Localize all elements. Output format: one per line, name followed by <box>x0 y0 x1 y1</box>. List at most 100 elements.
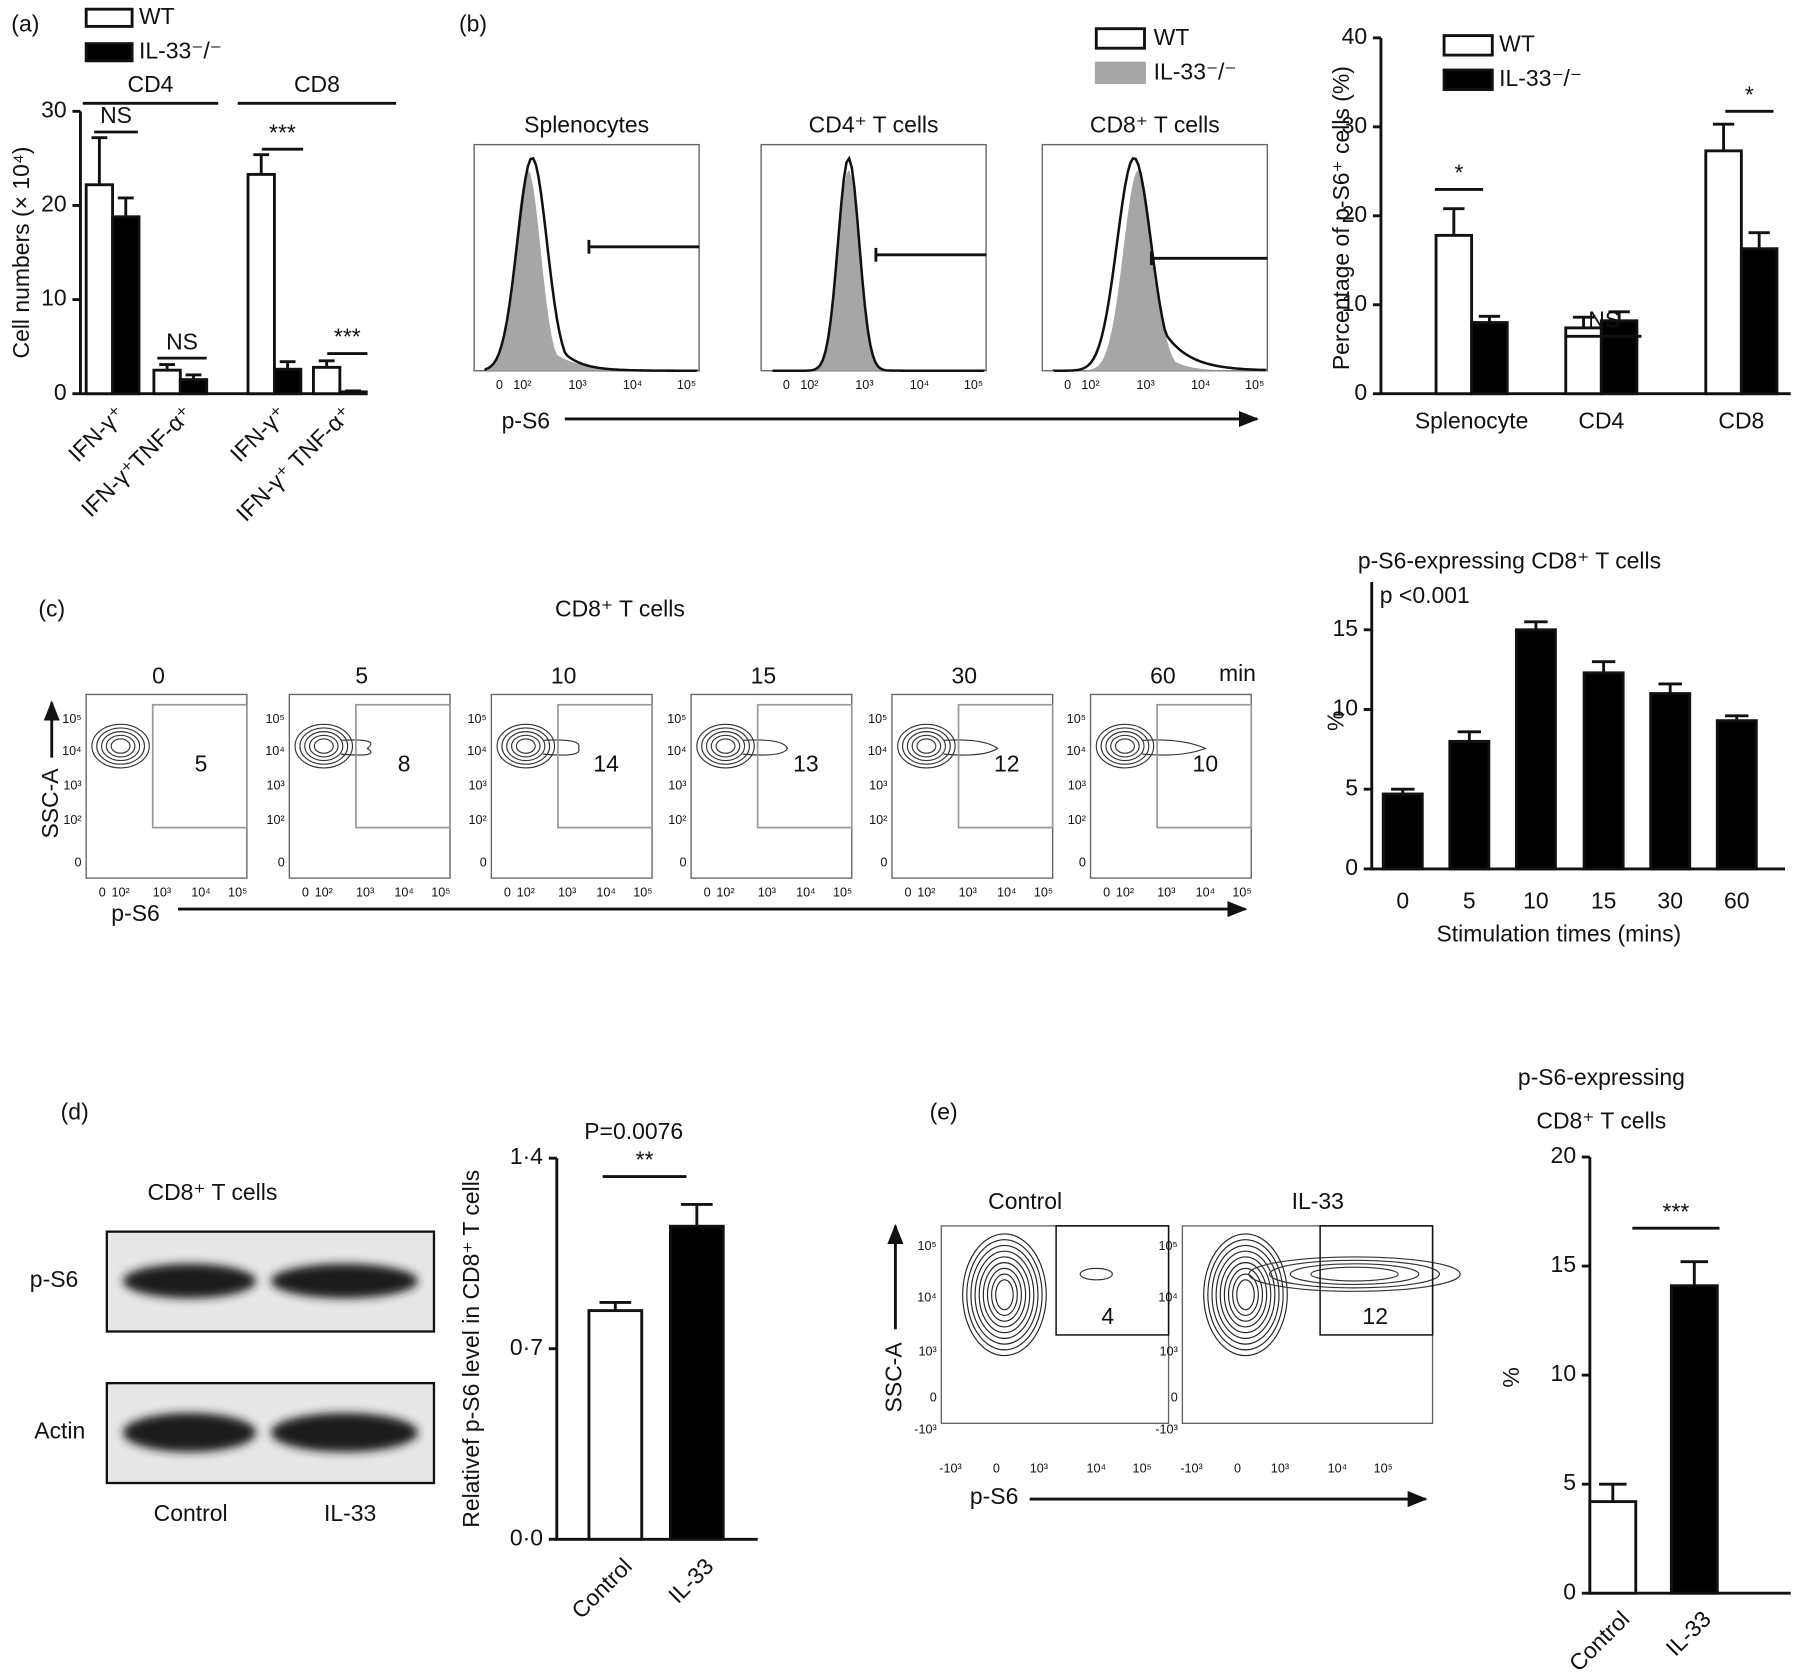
group-label: CD8 <box>294 71 340 97</box>
blot-band <box>122 1263 257 1299</box>
y-tick-label: 10 <box>1342 290 1368 316</box>
annotation: p <0.001 <box>1380 582 1470 608</box>
legend-label: WT <box>139 3 175 29</box>
contour <box>299 727 349 765</box>
y-axis-label: Cell numbers (× 10⁴) <box>8 147 34 359</box>
chart-title: p-S6-expressing <box>1518 1064 1685 1090</box>
histogram-wt <box>1052 156 1267 373</box>
contour <box>906 731 947 762</box>
contour <box>911 734 942 758</box>
x-tick-label: 0 <box>1103 885 1110 899</box>
bar <box>587 1309 644 1541</box>
x-tick-label: 0 <box>1064 378 1071 392</box>
contour <box>1100 727 1150 765</box>
x-axis-label: Stimulation times (mins) <box>1436 921 1681 947</box>
gate-value: 10 <box>1193 751 1219 777</box>
contour-tail <box>1142 739 1207 756</box>
x-axis-label: p-S6 <box>970 1483 1018 1509</box>
contour-tail <box>943 739 999 756</box>
row-label: Actin <box>34 1418 85 1444</box>
annotation: * <box>1745 81 1754 107</box>
x-tick-label: 10⁵ <box>1232 885 1251 899</box>
x-tick-label: 10³ <box>758 885 776 899</box>
y-tick-label: 10² <box>63 813 81 827</box>
panel-label: (b) <box>459 10 487 36</box>
error-bar <box>1443 207 1465 236</box>
chart-title: p-S6-expressing CD8⁺ T cells <box>1358 548 1661 574</box>
x-tick-label: 10⁵ <box>1034 885 1053 899</box>
error-bar <box>185 373 202 380</box>
contour-tail <box>742 739 789 756</box>
contour-tail <box>542 739 580 756</box>
x-tick-label: 10⁵ <box>964 378 983 392</box>
y-tick-label: 10³ <box>918 1344 936 1358</box>
bar <box>1704 149 1743 396</box>
bar <box>246 172 276 396</box>
annotation: *** <box>269 119 296 145</box>
error-bar <box>279 360 296 370</box>
bar <box>312 365 342 396</box>
contour <box>974 1250 1035 1339</box>
y-tick-label: 5 <box>1563 1469 1576 1495</box>
contour <box>304 731 344 762</box>
y-tick-label: 30 <box>1342 112 1368 138</box>
time-label: 10 <box>551 662 577 688</box>
y-axis-label: SSC-A <box>880 1342 906 1413</box>
contour <box>966 1239 1043 1351</box>
bar <box>1649 692 1692 871</box>
contour <box>1215 1250 1276 1339</box>
x-tick-label: 10³ <box>1157 885 1175 899</box>
contour <box>1110 734 1140 758</box>
bar <box>668 1224 725 1541</box>
time-label: 5 <box>355 662 368 688</box>
group-label: CD4 <box>128 71 174 97</box>
y-tick-label: 0·7 <box>510 1334 543 1360</box>
x-tick-label: 10² <box>1081 378 1099 392</box>
bar <box>1669 1284 1719 1595</box>
y-tick-label: 10⁵ <box>468 712 487 726</box>
x-tick-label: 10⁴ <box>623 378 642 392</box>
gate <box>756 703 853 829</box>
panel-title: Control <box>988 1188 1062 1214</box>
x-tick-label: 10⁴ <box>394 885 413 899</box>
contour <box>1203 1233 1288 1357</box>
x-tick-label: 10⁵ <box>1245 378 1264 392</box>
section-title: CD8⁺ T cells <box>555 596 685 622</box>
contour <box>995 1279 1014 1311</box>
x-tick-label: 10² <box>1116 885 1134 899</box>
annotation: *** <box>1663 1198 1690 1224</box>
x-tick-label: 10³ <box>153 885 171 899</box>
unit-label: min <box>1219 660 1256 686</box>
y-tick-label: 20 <box>1551 1142 1577 1168</box>
error-bar <box>1478 314 1501 323</box>
bar <box>272 367 303 396</box>
x-tick-label: 10⁵ <box>1374 1462 1393 1476</box>
bar <box>178 378 209 396</box>
y-tick-label: 10⁵ <box>1159 1239 1178 1253</box>
lane-label: IL-33 <box>324 1500 376 1526</box>
panel-title: CD8⁺ T cells <box>1090 111 1220 137</box>
y-tick-label: 20 <box>1342 201 1368 227</box>
gate-value: 14 <box>593 751 619 777</box>
contour <box>978 1256 1031 1334</box>
panel-label: (d) <box>61 1098 89 1124</box>
contour <box>916 738 937 754</box>
blot-band <box>270 1263 418 1299</box>
x-tick-label: 10³ <box>1030 1462 1048 1476</box>
y-tick-label: 15 <box>1332 615 1358 641</box>
y-tick-label: 0 <box>679 856 686 870</box>
x-tick-label: 10³ <box>568 378 586 392</box>
contour <box>1219 1256 1272 1334</box>
legend-label: IL-33⁻/⁻ <box>139 37 222 63</box>
x-tick-label: 10² <box>716 885 734 899</box>
y-tick-label: 10⁵ <box>265 712 284 726</box>
contour <box>715 738 736 754</box>
contour <box>991 1273 1018 1317</box>
contour <box>986 1267 1023 1322</box>
x-tick-label: 10² <box>315 885 333 899</box>
x-tick-label: 0 <box>1234 1462 1241 1476</box>
error-bar <box>1725 714 1749 721</box>
y-axis-label: Percentage of p-S6⁺ cells (%) <box>1328 66 1354 370</box>
y-tick-label: 10³ <box>668 779 686 793</box>
y-tick-label: 10⁴ <box>917 1291 936 1305</box>
